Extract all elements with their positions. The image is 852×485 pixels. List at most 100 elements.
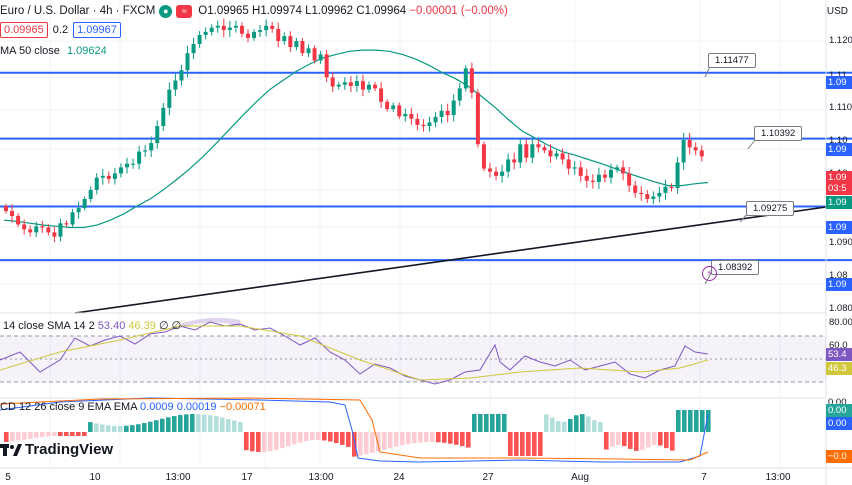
price-badge-sma: 1.09 <box>826 196 852 209</box>
macd-hist-bar-10 <box>64 432 69 436</box>
price-callout[interactable]: 1.09275 <box>746 201 795 216</box>
ohlc-low: L1.09962 <box>305 5 354 17</box>
macd-hist-bar-110 <box>664 432 669 449</box>
price-badge-rsi2: 46.3 <box>826 362 852 375</box>
candle-body-65 <box>397 105 402 117</box>
tradingview-logo[interactable]: TradingView <box>0 441 113 458</box>
candle-body-18 <box>112 173 117 179</box>
rsi-sma-legend-value: 46.39 <box>128 320 156 332</box>
candle-body-83 <box>506 159 511 172</box>
candle-body-28 <box>173 80 178 90</box>
macd-hist-bar-11 <box>70 432 75 436</box>
price-callout[interactable]: 1.10392 <box>754 126 803 141</box>
macd-hist-bar-67 <box>406 432 411 445</box>
trendline-segment <box>74 206 827 314</box>
price-badge-price: 1.09 <box>826 76 852 89</box>
macd-pane <box>0 397 711 463</box>
candle-body-6 <box>40 226 45 228</box>
candle-body-32 <box>197 34 202 45</box>
macd-hist-bar-5 <box>34 432 39 438</box>
macd-hist-bar-90 <box>544 414 549 432</box>
candle-body-56 <box>342 82 347 85</box>
trendline[interactable] <box>74 206 827 314</box>
macd-hist-bar-73 <box>442 432 447 443</box>
sma-legend[interactable]: MA 50 close 1.09624 <box>0 45 107 57</box>
candle-body-21 <box>131 163 136 165</box>
macd-hist-bar-21 <box>130 425 135 432</box>
macd-hist-bar-80 <box>484 414 489 432</box>
status-dot-icon[interactable]: ● <box>159 4 173 18</box>
macd-hist-bar-25 <box>154 420 159 432</box>
candle-body-96 <box>584 175 589 181</box>
candlesticks <box>4 18 704 243</box>
macd-hist-bar-85 <box>514 432 519 456</box>
price-callout[interactable]: 1.08392 <box>711 260 760 275</box>
time-axis-label: 10 <box>89 472 101 483</box>
price-badge-price: 1.09 <box>826 278 852 291</box>
price-callout[interactable]: 1.11477 <box>708 53 756 68</box>
time-axis-label: 7 <box>701 472 707 483</box>
symbol-title[interactable]: Euro / U.S. Dollar · 4h · FXCM <box>0 5 156 17</box>
macd-legend-macd: 0.00019 <box>176 401 217 413</box>
price-axis-label: 1.11 <box>829 70 852 81</box>
lightning-event-icon[interactable]: ⚡ <box>702 266 717 281</box>
macd-hist-bar-94 <box>568 418 573 432</box>
candle-body-51 <box>312 48 317 61</box>
candle-body-79 <box>481 144 486 169</box>
rsi-legend[interactable]: 14 close SMA 14 2 53.40 46.39 ∅ ∅ <box>3 319 181 332</box>
support-resistance-levels[interactable] <box>0 71 852 262</box>
price-badge-timer: 03:5 <box>826 182 852 195</box>
wave-icon[interactable]: ≈ <box>176 4 193 18</box>
currency-label[interactable]: USD <box>826 6 848 17</box>
price-axis-label: 1.110 <box>829 102 852 113</box>
price-badge-macd3: −0.0 <box>826 450 852 463</box>
time-axis-label: 13:00 <box>165 472 191 483</box>
candle-body-9 <box>58 223 63 237</box>
macd-hist-bar-40 <box>244 432 249 451</box>
candle-body-50 <box>306 48 311 54</box>
sell-button[interactable]: 0.09965 <box>0 22 48 38</box>
candle-body-77 <box>469 68 474 93</box>
macd-signal-line <box>0 397 709 461</box>
macd-hist-bar-38 <box>232 420 237 432</box>
candle-body-66 <box>403 113 408 117</box>
ohlc-readout: O1.09965 H1.09974 L1.09962 C1.09964 −0.0… <box>198 5 508 17</box>
macd-hist-bar-84 <box>508 432 513 456</box>
candle-body-40 <box>246 33 250 38</box>
macd-hist-bar-81 <box>490 414 495 432</box>
tradingview-logo-text: TradingView <box>25 441 114 458</box>
macd-legend[interactable]: CD 12 26 close 9 EMA EMA 0.0009 0.00019 … <box>0 401 266 413</box>
candle-body-69 <box>421 124 426 127</box>
candle-body-27 <box>167 89 172 108</box>
macd-hist-bar-7 <box>46 432 51 437</box>
macd-hist-bar-76 <box>460 432 465 447</box>
candle-body-17 <box>106 175 111 179</box>
time-axis-label: 27 <box>482 472 494 483</box>
sma-50-path <box>3 49 709 229</box>
candle-body-105 <box>639 192 644 195</box>
candle-body-20 <box>125 163 129 168</box>
candle-body-84 <box>512 159 517 163</box>
macd-hist-bar-35 <box>214 416 219 432</box>
macd-hist-bar-86 <box>520 432 525 456</box>
macd-hist-bar-78 <box>472 414 477 432</box>
macd-legend-hist: 0.0009 <box>140 401 174 413</box>
sma-50-line <box>3 49 709 229</box>
candle-body-57 <box>348 82 353 86</box>
candle-body-97 <box>590 180 595 182</box>
buy-button[interactable]: 1.09967 <box>73 22 121 38</box>
macd-hist-bar-116 <box>700 410 705 432</box>
candle-body-91 <box>554 153 559 157</box>
price-badge-rsi1: 53.4 <box>826 348 852 361</box>
candle-body-87 <box>530 144 535 158</box>
macd-hist-bar-13 <box>82 432 87 436</box>
macd-hist-bar-98 <box>592 420 597 432</box>
candle-body-72 <box>439 110 444 117</box>
candle-body-26 <box>161 107 166 127</box>
macd-hist-bar-48 <box>292 432 297 445</box>
candle-body-70 <box>427 122 432 127</box>
macd-hist-bar-117 <box>706 410 711 432</box>
candle-body-68 <box>415 118 420 125</box>
